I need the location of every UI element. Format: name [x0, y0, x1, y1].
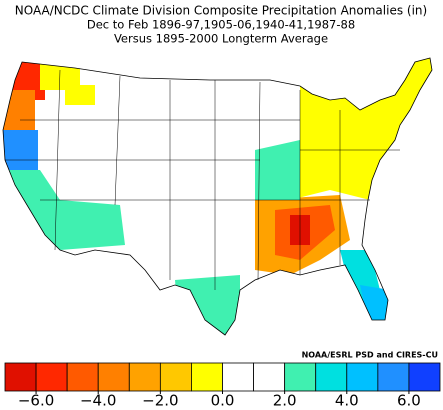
colorbar-swatch [284, 362, 317, 392]
credit: NOAA/ESRL PSD and CIRES-CU [302, 351, 438, 360]
subtitle: Versus 1895-2000 Longterm Average [114, 32, 328, 46]
colorbar-swatch [315, 362, 348, 392]
colorbar-swatch [97, 362, 130, 392]
colorbar-swatch [408, 362, 441, 392]
colorbar-tick-label: −2.0 [142, 392, 178, 407]
anomaly-regions [3, 58, 432, 335]
division-borders [5, 69, 400, 290]
colorbar-swatch [4, 362, 37, 392]
colorbar-tick-label: −6.0 [18, 392, 54, 407]
colorbar-swatch [128, 362, 161, 392]
colorbar-swatch [346, 362, 379, 392]
title: NOAA/NCDC Climate Division Composite Pre… [15, 4, 427, 18]
colorbar-tick-label: 2.0 [273, 392, 297, 407]
colorbar-swatch [253, 362, 286, 392]
subtitle: Dec to Feb 1896-97,1905-06,1940-41,1987-… [87, 18, 355, 32]
colorbar-swatch [35, 362, 68, 392]
colorbar-swatch [66, 362, 99, 392]
colorbar-swatch [159, 362, 192, 392]
colorbar-swatch [222, 362, 254, 392]
map [2, 57, 433, 336]
colorbar-tick-label: 0.0 [211, 392, 235, 407]
colorbar-tick-label: 6.0 [397, 392, 421, 407]
colorbar-swatch [191, 362, 223, 392]
colorbar-tick-label: −4.0 [80, 392, 116, 407]
colorbar-tick-label: 4.0 [335, 392, 359, 407]
colorbar-swatch [377, 362, 410, 392]
